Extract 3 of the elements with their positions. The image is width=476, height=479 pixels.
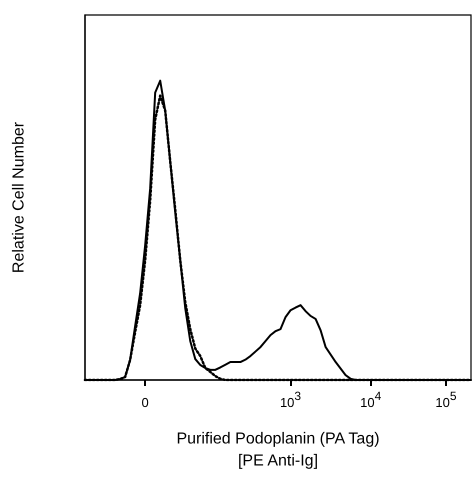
x-axis-title: Purified Podoplanin (PA Tag) [PE Anti-Ig]	[176, 430, 380, 470]
x-tick-label: 0	[142, 395, 149, 410]
y-axis-title: Relative Cell Number	[10, 121, 28, 274]
